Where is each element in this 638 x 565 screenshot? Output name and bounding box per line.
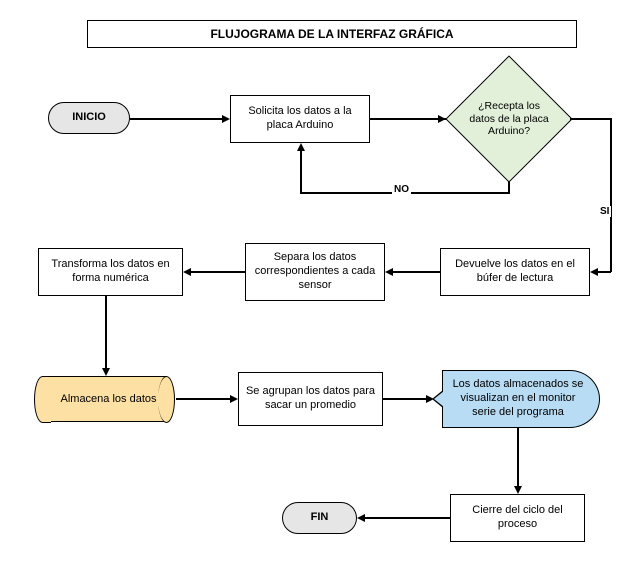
node-devuelve: Devuelve los datos en el búfer de lectur… xyxy=(440,248,590,296)
node-visualizan-label: Los datos almacenados se visualizan en e… xyxy=(451,378,585,419)
title-box: FLUJOGRAMA DE LA INTERFAZ GRÁFICA xyxy=(87,20,577,48)
node-transforma: Transforma los datos en forma numérica xyxy=(38,248,183,296)
flowchart-canvas: FLUJOGRAMA DE LA INTERFAZ GRÁFICA INICIO… xyxy=(0,0,638,565)
node-inicio-label: INICIO xyxy=(72,111,106,125)
edge-no-arrow xyxy=(297,143,305,151)
node-agrupan-label: Se agrupan los datos para sacar un prome… xyxy=(245,385,376,413)
node-almacena-label: Almacena los datos xyxy=(61,393,157,405)
node-solicita-label: Solicita los datos a la placa Arduino xyxy=(237,105,363,133)
edge-label-no: NO xyxy=(392,184,411,195)
node-fin-label: FIN xyxy=(311,511,329,525)
node-almacena: Almacena los datos xyxy=(42,376,167,422)
node-visualizan-pointer xyxy=(434,391,444,407)
node-agrupan: Se agrupan los datos para sacar un prome… xyxy=(238,372,383,426)
node-decision: ¿Recepta los datos de la placa Arduino? xyxy=(445,55,572,182)
edge-devuelve-separa-arrow xyxy=(385,268,393,276)
node-separa-label: Separa los datos correspondientes a cada… xyxy=(252,251,378,292)
node-separa: Separa los datos correspondientes a cada… xyxy=(245,243,385,301)
edge-transforma-almacena-arrow xyxy=(102,368,110,376)
edge-almacena-agrupan xyxy=(176,398,230,400)
edge-separa-transforma-arrow xyxy=(183,268,191,276)
edge-solicita-decision xyxy=(370,118,446,120)
node-devuelve-label: Devuelve los datos en el búfer de lectur… xyxy=(447,258,583,286)
node-solicita: Solicita los datos a la placa Arduino xyxy=(230,95,370,143)
edge-si-arrow xyxy=(590,268,598,276)
edge-visualizan-cierre xyxy=(517,428,519,486)
edge-si-seg2 xyxy=(610,118,612,272)
edge-si-seg3 xyxy=(598,271,611,273)
node-decision-label: ¿Recepta los datos de la placa Arduino? xyxy=(465,100,553,138)
title-text: FLUJOGRAMA DE LA INTERFAZ GRÁFICA xyxy=(210,27,453,42)
edge-si-seg1 xyxy=(570,118,610,120)
edge-cierre-fin-arrow xyxy=(357,514,365,522)
node-cierre-label: Cierre del ciclo del proceso xyxy=(457,504,578,532)
edge-cierre-fin xyxy=(365,517,450,519)
edge-inicio-solicita xyxy=(130,118,222,120)
edge-no-seg3 xyxy=(300,151,302,193)
edge-transforma-almacena xyxy=(105,296,107,368)
node-inicio: INICIO xyxy=(48,102,130,134)
edge-inicio-solicita-arrow xyxy=(222,115,230,123)
edge-devuelve-separa xyxy=(393,271,440,273)
edge-almacena-agrupan-arrow xyxy=(230,395,238,403)
edge-visualizan-cierre-arrow xyxy=(514,486,522,494)
edge-label-si: SI xyxy=(598,206,611,217)
edge-agrupan-visualizan xyxy=(383,398,426,400)
edge-separa-transforma xyxy=(191,271,245,273)
node-cierre: Cierre del ciclo del proceso xyxy=(450,494,585,542)
node-fin: FIN xyxy=(282,502,357,534)
edge-solicita-decision-arrow xyxy=(438,115,446,123)
node-visualizan: Los datos almacenados se visualizan en e… xyxy=(442,370,600,428)
node-transforma-label: Transforma los datos en forma numérica xyxy=(45,258,176,286)
